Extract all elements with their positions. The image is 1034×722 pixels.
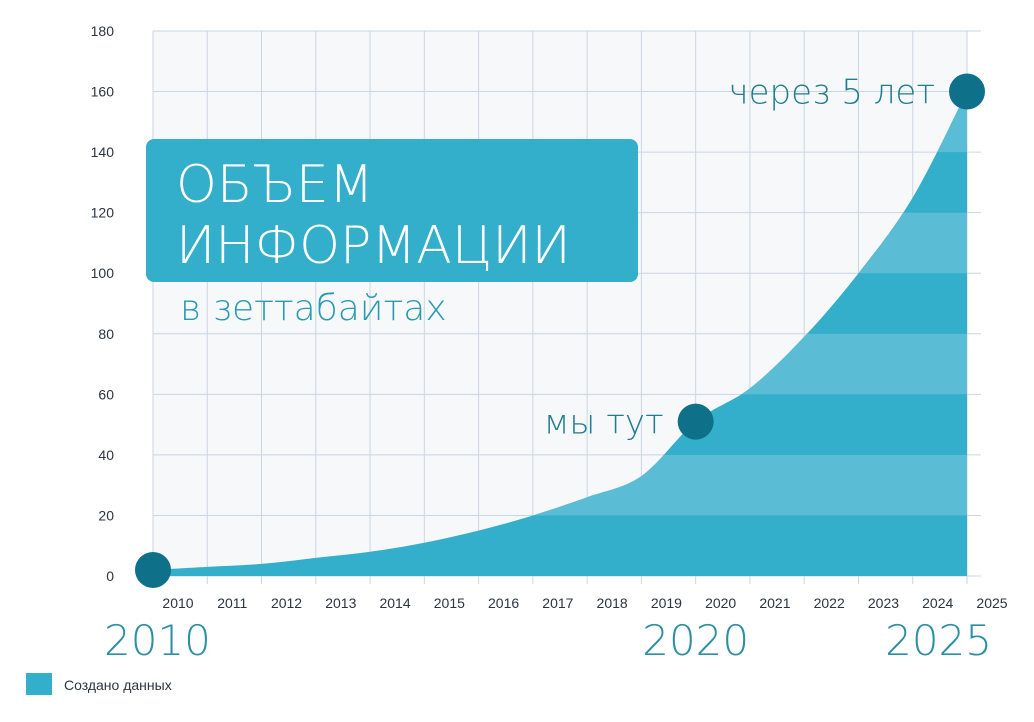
x-tick-label: 2021 bbox=[759, 595, 790, 611]
annotation-label: через 5 лет bbox=[729, 73, 935, 113]
x-tick-label: 2012 bbox=[271, 595, 302, 611]
big-year-label: 2025 bbox=[885, 616, 992, 665]
y-tick-label: 140 bbox=[91, 144, 115, 160]
big-year-label: 2010 bbox=[104, 616, 211, 665]
chart-title: ОБЪЕМ bbox=[176, 155, 374, 215]
y-tick-label: 160 bbox=[91, 84, 115, 100]
legend: Создано данных bbox=[26, 673, 172, 695]
x-tick-label: 2018 bbox=[597, 595, 628, 611]
x-tick-label: 2014 bbox=[379, 595, 410, 611]
x-tick-label: 2020 bbox=[705, 595, 736, 611]
y-tick-label: 40 bbox=[98, 447, 114, 463]
x-tick-label: 2023 bbox=[868, 595, 899, 611]
y-tick-label: 120 bbox=[91, 205, 115, 221]
x-tick-label: 2024 bbox=[922, 595, 953, 611]
legend-label: Создано данных bbox=[64, 677, 172, 693]
highlight-marker bbox=[135, 551, 171, 588]
legend-swatch bbox=[26, 673, 52, 695]
x-tick-label: 2025 bbox=[976, 595, 1007, 611]
title-box bbox=[146, 139, 638, 282]
y-tick-label: 100 bbox=[91, 265, 115, 281]
x-tick-label: 2016 bbox=[488, 595, 519, 611]
highlight-marker bbox=[949, 73, 985, 110]
x-tick-label: 2019 bbox=[651, 595, 682, 611]
y-tick-label: 60 bbox=[98, 386, 114, 402]
highlight-marker bbox=[677, 403, 714, 440]
x-axis-ticks: 2010 2011 2012 2013 2014 2015 2016 2017 2018 2019… bbox=[162, 595, 1007, 611]
annotation-label: мы тут bbox=[544, 403, 664, 443]
y-tick-label: 180 bbox=[91, 23, 115, 39]
y-tick-label: 0 bbox=[106, 568, 114, 584]
annotations: мы тут через 5 лет bbox=[544, 73, 935, 443]
y-tick-label: 80 bbox=[98, 326, 114, 342]
x-tick-label: 2010 bbox=[162, 595, 193, 611]
x-tick-label: 2015 bbox=[434, 595, 465, 611]
y-tick-label: 20 bbox=[98, 507, 114, 523]
markers bbox=[135, 73, 985, 588]
y-axis-ticks: 0 20 40 60 80 100 120 140 160 180 bbox=[91, 23, 115, 584]
x-tick-label: 2011 bbox=[217, 595, 247, 611]
chart-title-line-2: ИНФОРМАЦИИ bbox=[176, 216, 571, 276]
big-year-label: 2020 bbox=[642, 616, 749, 665]
chart-subtitle: в зеттабайтах bbox=[180, 288, 447, 329]
big-years: 2010 2020 2025 bbox=[104, 616, 992, 665]
x-tick-label: 2022 bbox=[814, 595, 845, 611]
x-tick-label: 2013 bbox=[325, 595, 356, 611]
x-tick-label: 2017 bbox=[542, 595, 573, 611]
